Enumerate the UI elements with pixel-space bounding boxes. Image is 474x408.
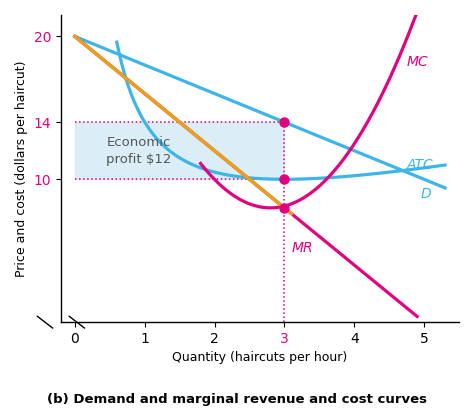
Y-axis label: Price and cost (dollars per haircut): Price and cost (dollars per haircut) <box>15 60 28 277</box>
X-axis label: Quantity (haircuts per hour): Quantity (haircuts per hour) <box>173 351 347 364</box>
Text: ATC: ATC <box>407 158 433 172</box>
Text: MR: MR <box>292 241 313 255</box>
Polygon shape <box>75 122 284 179</box>
Text: MC: MC <box>407 55 428 69</box>
Text: Economic
profit $12: Economic profit $12 <box>106 136 172 166</box>
Text: (b) Demand and marginal revenue and cost curves: (b) Demand and marginal revenue and cost… <box>47 393 427 406</box>
Text: D: D <box>420 186 431 201</box>
